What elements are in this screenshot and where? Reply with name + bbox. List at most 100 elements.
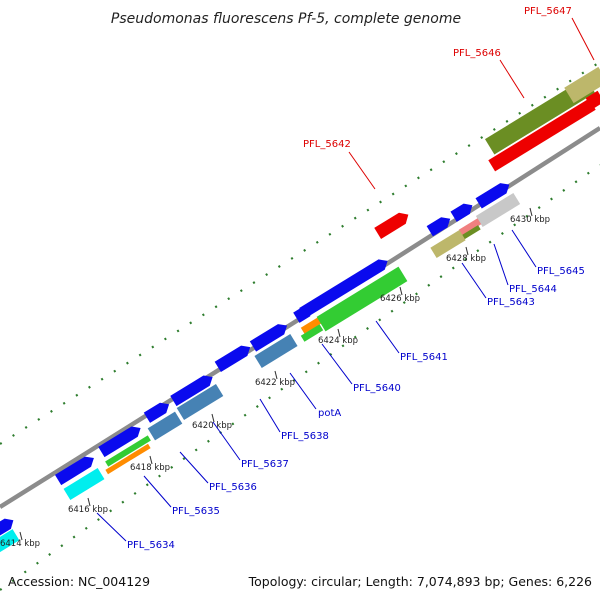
cds-olive-2[interactable] <box>484 77 596 155</box>
tick-label: 6428 kbp <box>446 254 486 264</box>
gene-label-pota[interactable]: potA <box>289 372 341 419</box>
cds-khaki-1[interactable] <box>430 230 466 258</box>
cds-forward-10[interactable] <box>426 214 454 237</box>
gene-label-pfl-5644[interactable]: PFL_5644 <box>493 243 557 295</box>
cds-forward-2[interactable] <box>54 453 97 486</box>
map-title: Pseudomonas fluorescens Pf-5, complete g… <box>111 11 461 27</box>
gene-label-pfl-5638[interactable]: PFL_5638 <box>259 398 329 442</box>
gene-label-pfl-5643[interactable]: PFL_5643 <box>461 262 535 308</box>
cds-forward-1[interactable] <box>0 515 17 537</box>
gene-label-text: PFL_5645 <box>537 266 585 277</box>
leader-line <box>461 262 487 299</box>
cds-forward-9[interactable] <box>293 303 315 323</box>
cds-steelblue-1[interactable] <box>147 411 183 441</box>
leader-line <box>571 17 595 61</box>
cds-forward-4[interactable] <box>143 399 172 423</box>
cds-steelblue-2[interactable] <box>176 384 224 420</box>
cds-orange-1[interactable] <box>105 443 151 475</box>
tick-mark <box>19 531 23 541</box>
cds-olive-1[interactable] <box>459 225 481 241</box>
cds-steelblue-3[interactable] <box>254 334 298 368</box>
cds-cyan-1[interactable] <box>0 529 20 555</box>
leader-line <box>499 59 525 99</box>
leader-line <box>179 451 209 484</box>
feature-tracks <box>0 66 600 555</box>
cds-green-2[interactable] <box>300 324 324 342</box>
gene-label-text: PFL_5642 <box>303 139 351 150</box>
gene-label-text: PFL_5634 <box>127 540 175 551</box>
gene-label-text: PFL_5646 <box>453 48 501 59</box>
gene-label-text: PFL_5638 <box>281 431 329 442</box>
leader-line <box>375 320 400 354</box>
tick-label: 6424 kbp <box>318 336 358 346</box>
tick-mark <box>399 286 403 296</box>
gene-label-pfl-5635[interactable]: PFL_5635 <box>143 475 220 517</box>
cds-pink-1[interactable] <box>458 218 482 236</box>
tick-mark <box>465 246 469 256</box>
cds-forward-8[interactable] <box>299 256 391 319</box>
cds-forward-11[interactable] <box>450 200 475 222</box>
gene-label-text: PFL_5643 <box>487 297 535 308</box>
tick-mark <box>274 370 278 380</box>
tick-mark <box>87 497 91 507</box>
cds-cyan-2[interactable] <box>63 468 105 500</box>
gene-label-pfl-5646[interactable]: PFL_5646 <box>453 48 525 99</box>
cds-forward-3[interactable] <box>98 423 143 458</box>
cds-forward-7[interactable] <box>249 320 290 352</box>
gene-label-pfl-5647[interactable]: PFL_5647 <box>524 6 595 61</box>
leader-line <box>493 243 509 286</box>
gene-label-pfl-5640[interactable]: PFL_5640 <box>321 343 401 394</box>
cds-green-1[interactable] <box>105 435 151 467</box>
tick-label: 6430 kbp <box>510 215 550 225</box>
genome-summary-text: Topology: circular; Length: 7,074,893 bp… <box>248 574 592 589</box>
tick-label: 6420 kbp <box>192 421 232 431</box>
gene-labels: PFL_5634 PFL_5635 PFL_5636 PFL_5637 PFL_5638… <box>96 6 595 551</box>
leader-line <box>348 151 376 190</box>
tick-label: 6416 kbp <box>68 505 108 515</box>
cds-reverse-red-1[interactable] <box>374 209 411 239</box>
leader-line <box>143 475 172 508</box>
tick-mark <box>149 455 153 465</box>
scale-ticks: 6414 kbp 6416 kbp 6418 kbp 6420 kbp 6422 kbp… <box>0 207 550 549</box>
cds-red-2[interactable] <box>488 98 596 172</box>
gc-skew-track <box>0 61 600 591</box>
tick-label: 6414 kbp <box>0 539 40 549</box>
cds-khaki-2[interactable] <box>564 66 600 104</box>
cds-orange-2[interactable] <box>300 316 324 334</box>
leader-line <box>289 372 317 410</box>
leader-line <box>321 343 353 385</box>
gene-label-pfl-5636[interactable]: PFL_5636 <box>179 451 257 493</box>
cds-forward-5[interactable] <box>170 372 215 407</box>
gene-label-text: PFL_5647 <box>524 6 572 17</box>
gene-label-text: PFL_5640 <box>353 383 401 394</box>
accession-text: Accession: NC_004129 <box>8 574 150 589</box>
gene-label-text: PFL_5635 <box>172 506 220 517</box>
gene-label-text: PFL_5644 <box>509 284 557 295</box>
leader-line <box>212 421 241 461</box>
tick-mark <box>211 413 215 423</box>
gene-label-text: PFL_5641 <box>400 352 448 363</box>
cds-green-3[interactable] <box>316 266 408 332</box>
leader-line <box>96 512 127 542</box>
gene-label-pfl-5645[interactable]: PFL_5645 <box>511 229 585 277</box>
gc-track-inner <box>0 164 600 591</box>
gene-label-pfl-5634[interactable]: PFL_5634 <box>96 512 175 551</box>
tick-mark <box>337 328 341 338</box>
cds-forward-12[interactable] <box>475 179 513 209</box>
leader-line <box>259 398 281 433</box>
tick-label: 6422 kbp <box>255 378 295 388</box>
gene-label-pfl-5642[interactable]: PFL_5642 <box>303 139 376 190</box>
tick-mark <box>529 207 533 217</box>
gene-label-pfl-5637[interactable]: PFL_5637 <box>212 421 289 470</box>
cds-forward-6[interactable] <box>214 342 254 373</box>
gene-label-pfl-5641[interactable]: PFL_5641 <box>375 320 448 363</box>
gene-label-text: potA <box>318 408 341 419</box>
tick-label: 6418 kbp <box>130 463 170 473</box>
cds-silver-1[interactable] <box>475 192 521 228</box>
leader-line <box>511 229 537 268</box>
gene-label-text: PFL_5637 <box>241 459 289 470</box>
gene-label-text: PFL_5636 <box>209 482 257 493</box>
tick-label: 6426 kbp <box>380 294 420 304</box>
